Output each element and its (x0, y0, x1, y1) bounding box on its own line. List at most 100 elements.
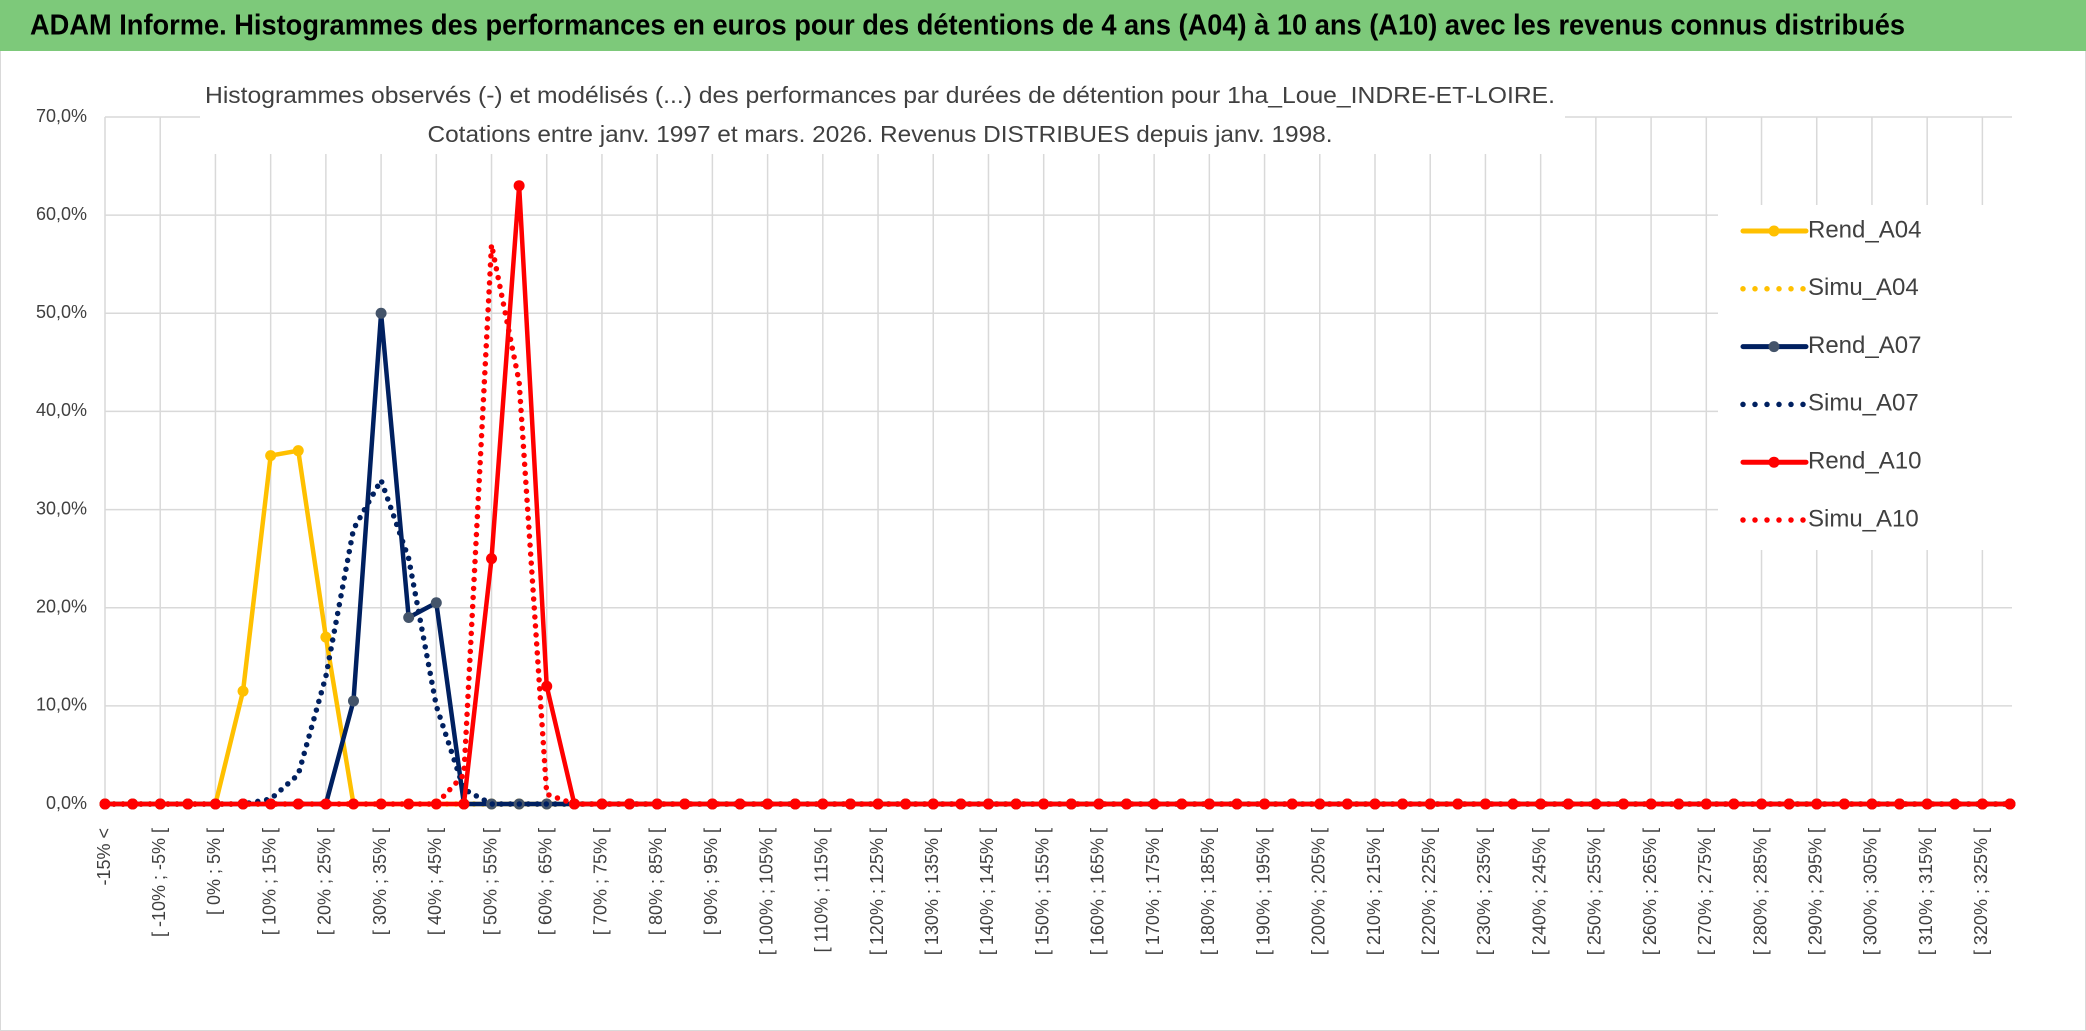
x-tick-label: [ 60% ; 65% [ (535, 828, 555, 935)
x-tick-label: [ -10% ; -5% [ (149, 828, 169, 937)
point (237, 798, 249, 810)
title-backdrop (200, 80, 1565, 154)
point (1259, 798, 1271, 810)
x-tick-label: [ 100% ; 105% [ (756, 828, 776, 955)
point (1921, 798, 1933, 810)
point (320, 798, 332, 810)
x-tick-label: [ 190% ; 195% [ (1253, 828, 1273, 955)
x-tick-label: [ 80% ; 85% [ (646, 828, 666, 935)
point (430, 597, 442, 609)
legend-label: Simu_A07 (1808, 390, 1919, 417)
x-tick-label: [ 210% ; 215% [ (1364, 828, 1384, 955)
legend-marker (1768, 225, 1780, 237)
x-tick-label: [ 110% ; 115% [ (812, 828, 832, 952)
point (486, 553, 498, 565)
x-tick-label: [ 140% ; 145% [ (977, 828, 997, 955)
point (1535, 798, 1547, 810)
point (347, 798, 359, 810)
legend-label: Simu_A10 (1808, 505, 1919, 532)
x-tick-label: [ 320% ; 325% [ (1971, 828, 1991, 955)
y-tick-label: 40,0% (36, 400, 87, 420)
point (237, 685, 249, 697)
legend-box (1718, 205, 2018, 550)
x-tick-label: [ 50% ; 55% [ (480, 828, 500, 935)
point (375, 307, 387, 319)
point (1949, 798, 1961, 810)
point (513, 180, 525, 192)
y-tick-label: 60,0% (36, 204, 87, 224)
point (347, 695, 359, 707)
point (2004, 798, 2016, 810)
x-tick-label: [ 240% ; 245% [ (1529, 828, 1549, 955)
point (1121, 798, 1133, 810)
x-tick-label: [ 170% ; 175% [ (1143, 828, 1163, 955)
legend-label: Rend_A04 (1808, 216, 1921, 243)
point (1562, 798, 1574, 810)
y-tick-label: 10,0% (36, 695, 87, 715)
x-tick-label: [ 150% ; 155% [ (1032, 828, 1052, 955)
series-line (102, 241, 2013, 807)
y-tick-label: 20,0% (36, 596, 87, 616)
point (844, 798, 856, 810)
point (458, 798, 470, 810)
point (1148, 798, 1160, 810)
point (817, 798, 829, 810)
y-tick-label: 50,0% (36, 302, 87, 322)
point (403, 612, 415, 624)
point (762, 798, 774, 810)
x-tick-label: [ 30% ; 35% [ (370, 828, 390, 935)
point (734, 798, 746, 810)
point (375, 798, 387, 810)
point (265, 798, 277, 810)
x-tick-label: [ 90% ; 95% [ (701, 828, 721, 935)
x-tick-label: -15% < (94, 828, 114, 886)
x-tick-label: [ 0% ; 5% [ (204, 828, 224, 915)
legend-label: Rend_A07 (1808, 332, 1921, 359)
x-tick-label: [ 70% ; 75% [ (591, 828, 611, 935)
legend-marker (1768, 456, 1780, 468)
point (265, 450, 277, 462)
plot (99, 180, 2016, 810)
x-tick-label: [ 230% ; 235% [ (1474, 828, 1494, 955)
point (1590, 798, 1602, 810)
point (320, 631, 332, 643)
x-tick-label: [ 300% ; 305% [ (1861, 828, 1881, 955)
point (292, 445, 304, 457)
legend: Rend_A04 Simu_A04 Rend_A07 Simu_A07 Rend_A10… (1740, 216, 1921, 532)
point (541, 680, 553, 692)
x-tick-label: [ 280% ; 285% [ (1750, 828, 1770, 955)
point (1203, 798, 1215, 810)
x-tick-label: [ 310% ; 315% [ (1916, 828, 1936, 955)
point (1976, 798, 1988, 810)
grid: 0,0% 10,0% 20,0% 30,0% 40,0% 50,0% 60,0% 70,0% -… (36, 106, 2012, 955)
y-tick-label: 30,0% (36, 498, 87, 518)
point (1176, 798, 1188, 810)
x-tick-label: [ 180% ; 185% [ (1198, 828, 1218, 955)
point (1645, 798, 1657, 810)
x-tick-label: [ 40% ; 45% [ (425, 828, 445, 935)
header-bar (0, 0, 2086, 51)
x-tick-label: [ 130% ; 135% [ (922, 828, 942, 955)
point (789, 798, 801, 810)
legend-marker (1768, 341, 1780, 353)
x-tick-label: [ 20% ; 25% [ (315, 828, 335, 935)
y-tick-label: 0,0% (46, 793, 87, 813)
x-tick-label: [ 270% ; 275% [ (1695, 828, 1715, 955)
header-title: ADAM Informe. Histogrammes des performan… (30, 10, 1905, 42)
point (1617, 798, 1629, 810)
x-tick-label: [ 120% ; 125% [ (867, 828, 887, 955)
x-tick-label: [ 200% ; 205% [ (1309, 828, 1329, 955)
x-tick-label: [ 260% ; 265% [ (1640, 828, 1660, 955)
point (706, 798, 718, 810)
legend-label: Rend_A10 (1808, 448, 1921, 475)
chart-subtitle: Cotations entre janv. 1997 et mars. 2026… (428, 121, 1333, 147)
x-tick-label: [ 10% ; 15% [ (259, 828, 279, 935)
x-tick-label: [ 220% ; 225% [ (1419, 828, 1439, 955)
legend-label: Simu_A04 (1808, 274, 1919, 301)
point (292, 798, 304, 810)
x-tick-label: [ 160% ; 165% [ (1088, 828, 1108, 955)
point (1231, 798, 1243, 810)
y-tick-label: 70,0% (36, 106, 87, 126)
x-tick-label: [ 290% ; 295% [ (1805, 828, 1825, 955)
